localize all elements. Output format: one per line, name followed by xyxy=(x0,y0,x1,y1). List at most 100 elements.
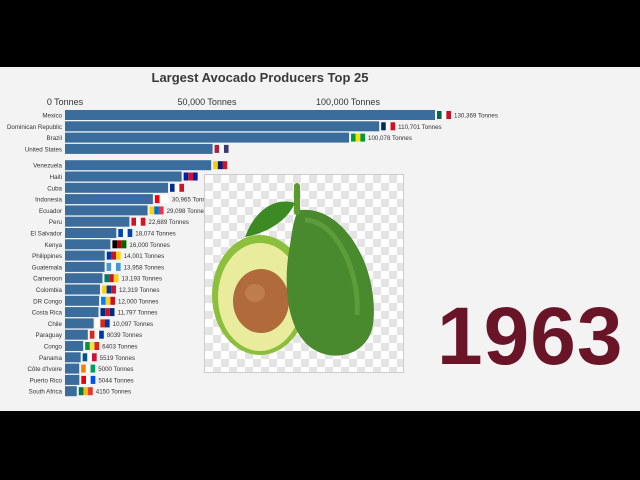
category-label: Panama xyxy=(39,355,63,362)
flag-stripe xyxy=(109,308,115,317)
flag-stripe xyxy=(83,387,89,396)
value-label: 4150 Tonnes xyxy=(96,389,131,396)
bar xyxy=(65,329,88,340)
bar xyxy=(65,171,182,182)
flag-stripe xyxy=(179,183,185,192)
flag-stripe xyxy=(104,274,110,283)
bar xyxy=(65,205,148,216)
flag-stripe xyxy=(213,161,218,170)
value-label: 11,797 Tonnes xyxy=(117,310,157,317)
flag-stripe xyxy=(78,387,84,396)
chart-frame: Largest Avocado Producers Top 25 0 Tonne… xyxy=(0,67,640,411)
flag-stripe xyxy=(121,240,127,249)
chart-title: Largest Avocado Producers Top 25 xyxy=(151,70,369,85)
flag-stripe xyxy=(95,319,101,328)
bar xyxy=(65,341,84,351)
flag-stripe xyxy=(183,172,189,181)
flag-stripe xyxy=(94,342,100,350)
x-tick-label: 100,000 Tonnes xyxy=(316,97,380,107)
flag-stripe xyxy=(85,364,91,373)
flag-stripe xyxy=(105,296,111,305)
flag-stripe xyxy=(118,229,123,237)
flag-stripe xyxy=(110,296,116,305)
category-label: Indonesia xyxy=(35,197,62,204)
flag-stripe xyxy=(149,206,155,215)
flag-stripe xyxy=(192,172,198,181)
flag-stripe xyxy=(131,217,137,226)
category-label: Philippines xyxy=(32,253,62,260)
category-label: Chile xyxy=(48,321,63,328)
flag-stripe xyxy=(136,217,141,226)
flag-stripe xyxy=(111,285,116,294)
flag-stripe xyxy=(127,229,133,237)
flag-stripe xyxy=(111,251,117,260)
value-label: 14,001 Tonnes xyxy=(124,253,164,260)
bar xyxy=(65,261,105,272)
category-label: United States xyxy=(25,146,62,153)
flag-stripe xyxy=(174,183,180,192)
category-label: El Salvador xyxy=(30,231,62,238)
flag-stripe xyxy=(441,111,447,119)
bar xyxy=(65,228,117,238)
category-label: Peru xyxy=(49,219,63,226)
flag-stripe xyxy=(100,308,106,317)
bar xyxy=(65,273,103,284)
flag-stripe xyxy=(351,133,356,142)
category-label: South Africa xyxy=(29,389,63,396)
bar xyxy=(65,307,99,318)
flag-stripe xyxy=(105,308,110,317)
flag-stripe xyxy=(87,353,92,362)
flag-stripe xyxy=(104,319,110,328)
avocado-image xyxy=(204,174,404,373)
category-label: Guatemala xyxy=(32,264,63,271)
bar xyxy=(65,121,380,132)
category-label: Congo xyxy=(44,344,63,351)
category-label: Cameroon xyxy=(33,276,62,283)
value-label: 13,958 Tonnes xyxy=(124,264,164,271)
flag-stripe xyxy=(164,195,169,204)
value-label: 5044 Tonnes xyxy=(98,377,133,384)
bar xyxy=(65,295,100,306)
value-label: 110,701 Tonnes xyxy=(398,124,441,131)
category-label: Brazil xyxy=(47,135,62,142)
bar xyxy=(65,216,130,227)
bar xyxy=(65,143,213,154)
bar xyxy=(65,132,350,143)
bar xyxy=(65,239,111,250)
flag-stripe xyxy=(100,319,105,328)
value-label: 6403 Tonnes xyxy=(102,344,137,351)
flag-stripe xyxy=(85,342,90,350)
flag-stripe xyxy=(90,364,96,373)
x-tick-label: 50,000 Tonnes xyxy=(177,97,237,107)
bar xyxy=(65,250,105,261)
value-label: 29,098 Tonnes xyxy=(167,208,207,215)
bar-chart: Mexico 130,369 Tonnes Dominican Republic 11… xyxy=(7,110,498,397)
flag-stripe xyxy=(214,144,220,153)
value-label: 5519 Tonnes xyxy=(100,355,135,362)
flag-stripe xyxy=(122,229,128,237)
flag-stripe xyxy=(219,144,224,153)
category-label: Côte d'Ivoire xyxy=(27,366,62,373)
category-label: Mexico xyxy=(42,113,62,120)
value-label: 10,097 Tonnes xyxy=(113,321,153,328)
flag-stripe xyxy=(437,111,442,119)
flag-stripe xyxy=(446,111,451,119)
flag-stripe xyxy=(188,172,193,181)
flag-stripe xyxy=(109,274,114,283)
bar xyxy=(65,160,212,171)
flag-stripe xyxy=(81,364,86,373)
value-label: 18,074 Tonnes xyxy=(135,231,175,238)
flag-stripe xyxy=(90,375,96,384)
flag-stripe xyxy=(115,262,121,271)
category-label: Colombia xyxy=(36,287,63,294)
category-label: Kenya xyxy=(44,242,62,249)
flag-stripe xyxy=(106,285,112,294)
flag-stripe xyxy=(101,285,107,294)
flag-stripe xyxy=(158,206,164,215)
flag-stripe xyxy=(355,133,361,142)
flag-stripe xyxy=(99,330,104,339)
value-label: 22,689 Tonnes xyxy=(148,219,188,226)
flag-stripe xyxy=(82,353,88,362)
flag-stripe xyxy=(381,122,386,131)
bar xyxy=(65,194,153,205)
